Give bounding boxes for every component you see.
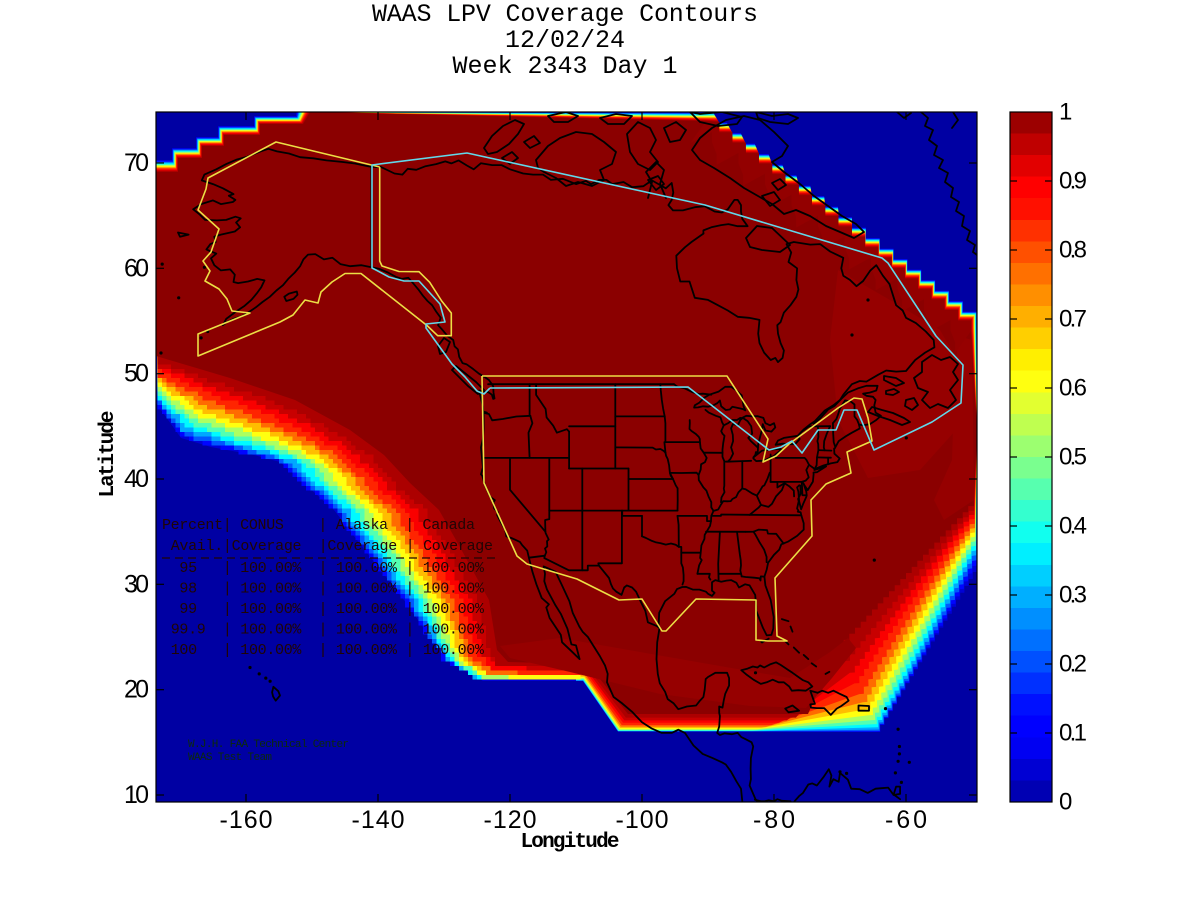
svg-text:W.J.H. FAA Technical Center: W.J.H. FAA Technical Center: [188, 739, 349, 751]
svg-text:-100: -100: [616, 806, 669, 834]
svg-text:0.7: 0.7: [1059, 306, 1087, 333]
svg-text:99 | 100.00% | 100.00% | 10: 99 | 100.00% | 100.00% | 100.00%: [162, 601, 485, 618]
svg-text:0.3: 0.3: [1059, 582, 1087, 609]
svg-text:0.4: 0.4: [1059, 513, 1087, 540]
svg-text:0.8: 0.8: [1059, 237, 1087, 264]
svg-text:70: 70: [124, 149, 149, 177]
svg-text:95 | 100.00% | 100.00% | 10: 95 | 100.00% | 100.00% | 100.00%: [162, 560, 485, 577]
svg-text:Week 2343 Day 1: Week 2343 Day 1: [453, 52, 678, 81]
svg-text:40: 40: [124, 465, 149, 493]
svg-text:60: 60: [124, 254, 149, 282]
svg-text:0.5: 0.5: [1059, 444, 1087, 471]
svg-text:Latitude: Latitude: [97, 411, 120, 498]
svg-text:50: 50: [124, 360, 149, 388]
svg-text:100 | 100.00% | 100.00% | 1: 100 | 100.00% | 100.00% | 100.00%: [162, 642, 485, 659]
svg-text:-120: -120: [484, 806, 537, 834]
svg-text:99.9 | 100.00% | 100.00% | 1: 99.9 | 100.00% | 100.00% | 100.00%: [162, 622, 485, 639]
svg-text:-60: -60: [885, 806, 927, 834]
svg-text:-80: -80: [753, 806, 795, 834]
svg-text:0.9: 0.9: [1059, 168, 1087, 195]
svg-text:-160: -160: [220, 806, 273, 834]
svg-text:0.2: 0.2: [1059, 651, 1087, 678]
svg-text:30: 30: [124, 570, 149, 598]
svg-text:Avail.|Coverage |Coverage | C: Avail.|Coverage |Coverage | Coverage: [162, 538, 493, 555]
svg-text:0.6: 0.6: [1059, 375, 1087, 402]
svg-text:WAAS LPV Coverage Contours: WAAS LPV Coverage Contours: [372, 0, 758, 29]
svg-text:Longitude: Longitude: [521, 831, 620, 854]
svg-text:0.1: 0.1: [1059, 720, 1087, 747]
svg-text:12/02/24: 12/02/24: [505, 26, 625, 55]
svg-text:Percent| CONUS | Alaska |: Percent| CONUS | Alaska | Canada: [162, 517, 475, 534]
svg-text:1: 1: [1059, 99, 1072, 126]
svg-text:10: 10: [124, 781, 149, 809]
svg-text:0: 0: [1059, 789, 1072, 816]
svg-text:WAAS Test Team: WAAS Test Team: [188, 752, 272, 764]
svg-text:-140: -140: [352, 806, 405, 834]
svg-text:20: 20: [124, 676, 149, 704]
svg-text:98 | 100.00% | 100.00% | 10: 98 | 100.00% | 100.00% | 100.00%: [162, 581, 485, 598]
